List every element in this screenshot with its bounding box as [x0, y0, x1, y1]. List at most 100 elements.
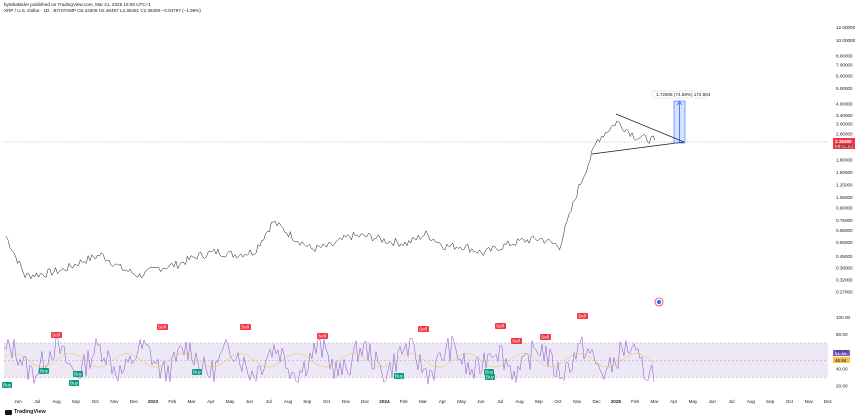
buy-signal-label: Buy: [485, 370, 494, 375]
alert-icon[interactable]: [654, 297, 664, 307]
rsi-axis[interactable]: 100.00 80.00 60.00 40.00 20.00: [836, 315, 850, 389]
time-tick-label: Mar: [650, 399, 658, 404]
buy-signal: [485, 374, 495, 380]
price-tick-label: 0.65000: [836, 228, 853, 233]
measure-label: 1.72506 (74.69%) 172,504: [656, 92, 711, 97]
price-line: [5, 120, 656, 280]
rsi-badges: 51.56 46.84: [833, 350, 850, 363]
time-tick-label: Oct: [786, 399, 794, 404]
sell-signal-label: Sell: [241, 325, 249, 330]
triangle-lower-line[interactable]: [591, 141, 685, 155]
price-tick-label: 10.00000: [836, 38, 856, 43]
price-tick-label: 12.00000: [836, 25, 856, 30]
time-tick-label: 2023: [148, 399, 159, 404]
sell-signal-label: Sell: [318, 334, 326, 339]
sell-signal-label: Sell: [419, 327, 427, 332]
time-tick-label: Sep: [303, 399, 312, 404]
sell-signal: [418, 326, 429, 332]
time-tick-label: Apr: [207, 399, 215, 404]
measure-label-bg: [651, 90, 707, 99]
time-tick-label: Dec: [130, 399, 139, 404]
rsi-tick-label: 80.00: [836, 332, 848, 337]
sell-signal: [157, 324, 168, 330]
buy-signal-label: Buy: [3, 383, 12, 388]
sell-signal: [240, 324, 251, 330]
sell-signal: [51, 332, 62, 338]
price-tick-label: 1.25000: [836, 183, 853, 188]
price-tick-label: 2.60000: [836, 132, 853, 137]
price-tick-label: 0.32000: [836, 278, 853, 283]
price-tick-label: 0.75000: [836, 218, 853, 223]
buy-signal: [73, 371, 83, 377]
price-axis[interactable]: 12.00000 10.00000 8.00000 7.00000 6.00000 5.0…: [836, 25, 856, 294]
time-tick-label: Feb: [168, 399, 176, 404]
time-tick-label: May: [457, 399, 466, 404]
buy-signal-label: Buy: [395, 374, 404, 379]
time-tick-label: Apr: [439, 399, 447, 404]
triangle-upper-line[interactable]: [615, 113, 685, 143]
buy-signal: [394, 373, 404, 379]
sell-signal-label: Sell: [158, 325, 166, 330]
ohlc-values: O2.43306 H2.46497 L2.35481 C2.38490 −0.0…: [77, 8, 201, 13]
price-tick-label: 3.00000: [836, 122, 853, 127]
time-tick-label: Jun: [709, 399, 717, 404]
time-tick-label: Aug: [284, 399, 293, 404]
time-tick-label: Jul: [729, 399, 735, 404]
rsi-ma-badge-bg: [833, 357, 850, 363]
buy-signal-label: Buy: [74, 372, 83, 377]
price-tick-label: 8.00000: [836, 53, 853, 58]
time-tick-label: Sep: [535, 399, 544, 404]
time-tick-label: Aug: [52, 399, 61, 404]
price-tick-label: 1.05000: [836, 195, 853, 200]
time-tick-label: Oct: [554, 399, 562, 404]
buy-signal-label: Buy: [193, 370, 202, 375]
price-badge-countdown: 08:51:50: [835, 144, 853, 149]
price-tick-label: 1.50000: [836, 170, 853, 175]
tradingview-logo[interactable]: TradingView: [5, 409, 46, 415]
time-tick-label: Jun: [14, 399, 22, 404]
time-tick-label: May: [689, 399, 698, 404]
time-tick-label: Aug: [747, 399, 756, 404]
time-tick-label: Aug: [515, 399, 524, 404]
price-tick-label: 0.27000: [836, 289, 853, 294]
rsi-tick-label: 40.00: [836, 366, 848, 371]
price-tick-label: 4.00000: [836, 102, 853, 107]
price-tick-label: 6.00000: [836, 73, 853, 78]
time-tick-label: Apr: [670, 399, 678, 404]
sell-signal: [317, 333, 328, 339]
buy-signal: [39, 368, 49, 374]
triangle-pattern[interactable]: [591, 113, 685, 155]
sell-signal: [511, 338, 522, 344]
time-tick-label: Feb: [631, 399, 639, 404]
sell-signal-label: Sell: [512, 339, 520, 344]
time-tick-label: Oct: [323, 399, 331, 404]
time-tick-label: Nov: [110, 399, 119, 404]
rsi-tick-label: 60.00: [836, 349, 848, 354]
publisher-line: bytebaktider published on TradingView.co…: [4, 2, 151, 7]
price-badge-bg: [833, 138, 855, 149]
price-tick-label: 0.45000: [836, 254, 853, 259]
rsi-tick-label: 20.00: [836, 384, 848, 389]
tradingview-logo-text: TradingView: [14, 409, 46, 415]
price-tick-label: 2.20000: [836, 143, 853, 148]
sell-signal-label: Sell: [496, 324, 504, 329]
price-tick-label: 3.40000: [836, 113, 853, 118]
symbol-name[interactable]: XRP / U.S. Dollar · 1D · BITSTAMP: [4, 8, 76, 13]
time-tick-label: Feb: [400, 399, 408, 404]
sell-signal-label: Sell: [541, 335, 549, 340]
price-range-measure[interactable]: 1.72506 (74.69%) 172,504: [651, 90, 711, 144]
time-tick-label: Sep: [72, 399, 81, 404]
rsi-line: [3, 336, 655, 385]
time-tick-label: May: [226, 399, 235, 404]
time-tick-label: Jul: [497, 399, 503, 404]
buy-signal: [2, 382, 12, 388]
time-tick-label: Jun: [477, 399, 485, 404]
time-tick-label: Mar: [188, 399, 196, 404]
time-tick-label: Jul: [266, 399, 272, 404]
price-tick-label: 5.00000: [836, 86, 853, 91]
time-tick-label: Jul: [34, 399, 40, 404]
rsi-badge-bg: [833, 350, 850, 356]
time-axis[interactable]: Jun Jul Aug Sep Oct Nov Dec 2023 Feb Mar Apr May Jun…: [14, 399, 832, 404]
